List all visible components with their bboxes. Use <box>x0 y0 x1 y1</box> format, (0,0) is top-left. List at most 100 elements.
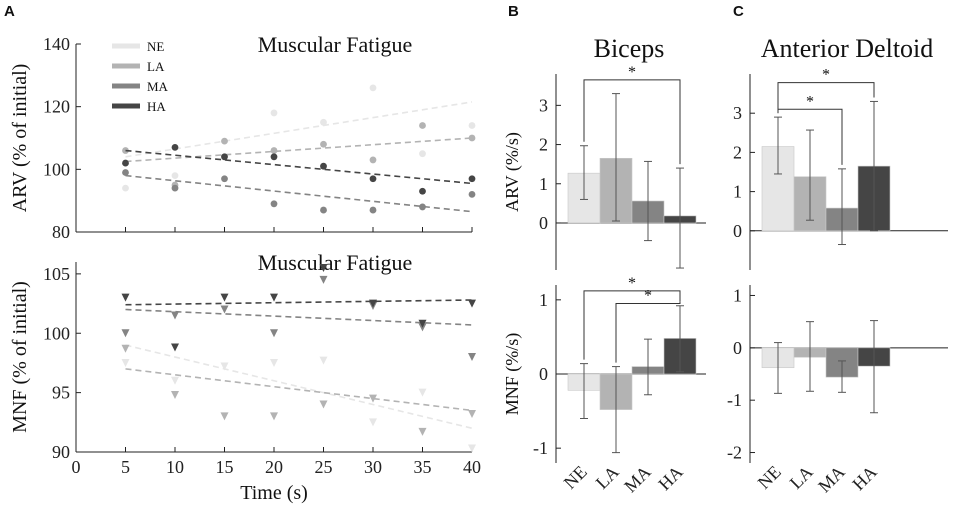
panel-label-c: C <box>733 3 744 20</box>
fit-line-ne <box>125 101 473 158</box>
x-tick-label: 5 <box>121 457 130 477</box>
data-point-la <box>270 412 278 421</box>
scatter-chart-A2: 90 95 100 105 0 5 10 15 20 25 30 35 40 Muscular Fatig… <box>9 250 481 504</box>
x-tick-label: 10 <box>166 457 184 477</box>
data-point-ne <box>171 172 179 180</box>
significance-star: * <box>628 64 636 81</box>
x-tick-label: LA <box>786 462 817 493</box>
y-tick-label: 0 <box>733 221 742 241</box>
data-point-ha <box>220 293 229 302</box>
y-tick-label: 100 <box>43 159 70 179</box>
x-tick-label: MA <box>620 462 655 497</box>
data-point-ne <box>121 358 130 367</box>
x-tick-label: 40 <box>463 457 481 477</box>
fit-line-la <box>125 137 473 163</box>
y-tick-label: 1 <box>539 290 548 310</box>
data-point-ha <box>468 175 476 183</box>
y-tick-label: 0 <box>733 338 742 358</box>
legend-label-ma: MA <box>147 79 169 94</box>
data-point-ne <box>468 444 476 453</box>
data-point-ha <box>270 153 278 161</box>
y-tick-label: 3 <box>733 103 742 123</box>
y-tick-label: 1 <box>733 285 742 305</box>
data-point-ma <box>122 169 129 176</box>
y-axis-label: ARV (% of initial) <box>9 64 31 213</box>
y-tick-label: 90 <box>52 442 70 462</box>
x-tick-label: MA <box>814 462 849 497</box>
data-point-ma <box>468 353 476 361</box>
data-point-ha <box>369 299 377 308</box>
data-point-ha <box>122 159 129 167</box>
fit-line-ha <box>125 149 473 185</box>
fit-line-ma <box>125 308 473 326</box>
x-tick-label: LA <box>592 462 623 493</box>
data-point-la <box>221 137 228 145</box>
y-tick-label: 80 <box>52 222 70 242</box>
data-point-ha <box>369 175 377 183</box>
data-point-ne <box>369 84 377 92</box>
x-tick-label: HA <box>848 462 881 495</box>
significance-bracket <box>777 82 875 114</box>
x-axis-label: Time (s) <box>240 482 308 504</box>
data-point-ne <box>220 362 229 371</box>
data-point-la <box>468 410 476 418</box>
data-point-ne <box>419 150 426 158</box>
data-point-la <box>418 427 427 436</box>
data-point-ma <box>121 329 130 338</box>
fit-line-ha <box>125 299 473 306</box>
significance-star: * <box>628 275 636 292</box>
legend-label-la: LA <box>147 59 165 74</box>
significance-star: * <box>644 288 652 305</box>
data-point-ha <box>221 153 228 161</box>
x-tick-label: NE <box>754 462 785 493</box>
chart-title: Muscular Fatigue <box>258 32 413 57</box>
bar-chart-B1: 0 1 2 3 *Biceps ARV (%/s) <box>502 34 706 270</box>
data-point-ha <box>121 293 130 302</box>
data-point-la <box>171 391 179 399</box>
significance-bracket <box>777 108 843 165</box>
x-tick-label: 30 <box>364 457 382 477</box>
y-tick-label: -2 <box>727 443 742 463</box>
data-point-ma <box>468 191 476 198</box>
data-point-ne <box>270 358 278 367</box>
data-point-ha <box>171 343 179 352</box>
data-point-ne <box>319 356 328 365</box>
data-point-ne <box>468 122 476 129</box>
data-point-ma <box>220 305 229 314</box>
y-tick-label: 100 <box>43 323 70 343</box>
chart-title: Anterior Deltoid <box>761 34 934 63</box>
data-point-ma <box>171 184 179 192</box>
data-point-la <box>419 122 426 129</box>
bar-chart-C1: 0 1 2 3 * * Anterior Deltoid <box>733 34 948 270</box>
y-tick-label: 0 <box>539 213 548 233</box>
y-tick-label: -1 <box>533 438 548 458</box>
y-axis-label: MNF (% of initial) <box>9 281 31 433</box>
data-point-ne <box>122 184 129 192</box>
y-tick-label: 1 <box>733 182 742 202</box>
significance-bracket <box>615 301 681 363</box>
data-point-ma <box>171 311 179 320</box>
data-point-ma <box>270 329 278 338</box>
significance-star: * <box>822 67 830 84</box>
data-point-ma <box>270 200 278 208</box>
data-point-ma <box>320 206 327 214</box>
data-point-ne <box>171 376 179 385</box>
data-point-ma <box>319 275 328 284</box>
data-point-ne <box>270 109 278 117</box>
panel-label-b: B <box>508 3 519 20</box>
significance-star: * <box>806 93 814 110</box>
data-point-la <box>319 400 328 409</box>
x-tick-label: 20 <box>265 457 283 477</box>
data-point-ne <box>418 388 427 397</box>
data-point-ha <box>418 319 427 328</box>
data-point-ma <box>221 175 228 183</box>
data-point-ma <box>369 206 377 214</box>
data-point-ha <box>320 162 327 170</box>
data-point-la <box>121 344 130 353</box>
x-tick-label: NE <box>560 462 591 493</box>
data-point-la <box>320 140 327 148</box>
data-point-ha <box>270 293 278 302</box>
data-point-ne <box>320 118 327 126</box>
